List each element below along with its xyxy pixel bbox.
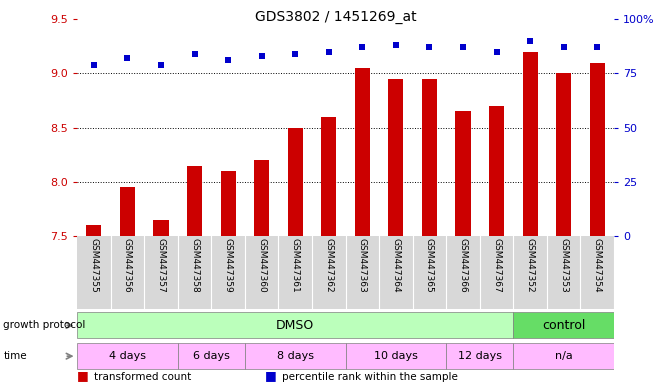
Bar — [389, 79, 403, 236]
Text: GSM447355: GSM447355 — [89, 238, 99, 293]
Text: GDS3802 / 1451269_at: GDS3802 / 1451269_at — [255, 10, 416, 23]
Bar — [489, 106, 504, 236]
Bar — [422, 79, 437, 236]
Bar — [178, 236, 211, 309]
Text: time: time — [3, 351, 27, 361]
Bar — [355, 68, 370, 236]
Point — [491, 49, 502, 55]
Point — [89, 62, 99, 68]
Point — [391, 42, 401, 48]
Point — [156, 62, 166, 68]
Text: GSM447367: GSM447367 — [492, 238, 501, 293]
Bar — [154, 220, 168, 236]
Bar — [144, 236, 178, 309]
Bar — [77, 313, 513, 338]
Point — [323, 49, 334, 55]
Point — [525, 38, 535, 44]
Bar — [245, 343, 346, 369]
Bar — [221, 171, 236, 236]
Text: GSM447366: GSM447366 — [458, 238, 468, 293]
Bar — [513, 343, 614, 369]
Text: GSM447358: GSM447358 — [190, 238, 199, 293]
Bar — [77, 236, 111, 309]
Bar — [77, 343, 178, 369]
Point — [458, 44, 468, 50]
Bar — [288, 127, 303, 236]
Bar — [456, 111, 470, 236]
Text: 8 days: 8 days — [276, 351, 314, 361]
Bar — [346, 236, 379, 309]
Bar — [211, 236, 245, 309]
Text: GSM447352: GSM447352 — [525, 238, 535, 293]
Bar — [547, 236, 580, 309]
Text: 4 days: 4 days — [109, 351, 146, 361]
Text: growth protocol: growth protocol — [3, 320, 86, 331]
Text: GSM447361: GSM447361 — [291, 238, 300, 293]
Bar — [321, 117, 336, 236]
Bar — [513, 313, 614, 338]
Bar — [87, 225, 101, 236]
Bar — [379, 236, 413, 309]
Text: GSM447365: GSM447365 — [425, 238, 434, 293]
Text: GSM447359: GSM447359 — [223, 238, 233, 293]
Text: GSM447363: GSM447363 — [358, 238, 367, 293]
Bar — [245, 236, 278, 309]
Bar — [446, 343, 513, 369]
Bar — [187, 166, 202, 236]
Point — [357, 44, 368, 50]
Bar — [346, 343, 446, 369]
Text: 10 days: 10 days — [374, 351, 418, 361]
Text: ■: ■ — [77, 369, 93, 382]
Text: 6 days: 6 days — [193, 351, 229, 361]
Bar — [480, 236, 513, 309]
Point — [223, 57, 234, 63]
Bar — [413, 236, 446, 309]
Point — [290, 51, 301, 57]
Bar — [523, 52, 537, 236]
Bar — [580, 236, 614, 309]
Text: ■: ■ — [265, 369, 280, 382]
Text: transformed count: transformed count — [94, 372, 191, 382]
Text: percentile rank within the sample: percentile rank within the sample — [282, 372, 458, 382]
Point — [592, 44, 603, 50]
Bar — [590, 63, 605, 236]
Bar — [556, 73, 571, 236]
Bar — [120, 187, 135, 236]
Text: GSM447354: GSM447354 — [592, 238, 602, 293]
Text: GSM447362: GSM447362 — [324, 238, 333, 293]
Bar — [278, 236, 312, 309]
Bar — [513, 236, 547, 309]
Point — [189, 51, 200, 57]
Text: GSM447353: GSM447353 — [559, 238, 568, 293]
Point — [424, 44, 435, 50]
Text: GSM447357: GSM447357 — [156, 238, 166, 293]
Bar — [178, 343, 245, 369]
Bar — [111, 236, 144, 309]
Text: control: control — [542, 319, 585, 332]
Point — [122, 55, 133, 61]
Text: GSM447364: GSM447364 — [391, 238, 401, 293]
Text: GSM447356: GSM447356 — [123, 238, 132, 293]
Point — [558, 44, 569, 50]
Text: 12 days: 12 days — [458, 351, 502, 361]
Bar — [254, 160, 269, 236]
Bar — [446, 236, 480, 309]
Text: GSM447360: GSM447360 — [257, 238, 266, 293]
Point — [256, 53, 267, 59]
Bar — [312, 236, 346, 309]
Text: DMSO: DMSO — [276, 319, 315, 332]
Text: n/a: n/a — [555, 351, 572, 361]
